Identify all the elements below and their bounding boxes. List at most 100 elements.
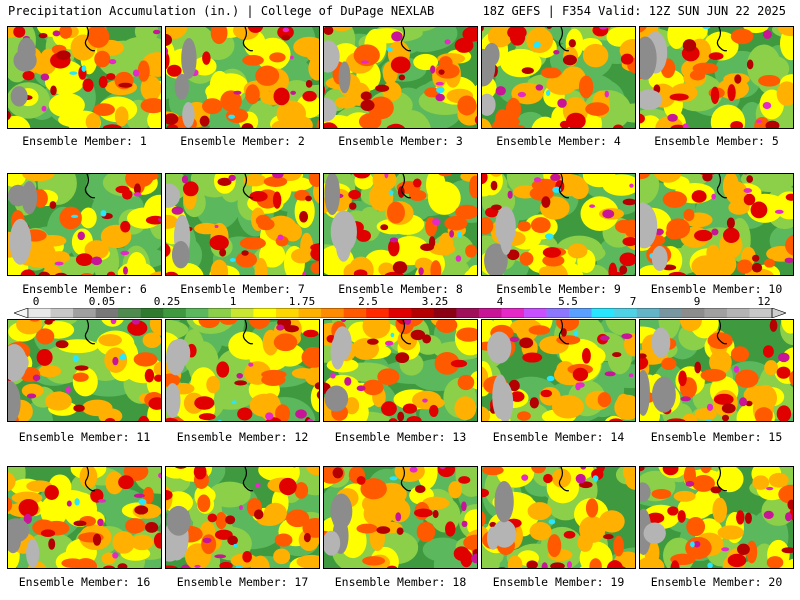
precip-contour (563, 530, 576, 539)
precip-contour (166, 27, 188, 39)
colorbar-swatch (118, 308, 142, 318)
dry-area (166, 383, 181, 418)
precip-contour (526, 560, 538, 568)
precip-contour (166, 33, 173, 46)
lake-outline (242, 320, 254, 345)
precip-contour (344, 376, 352, 386)
precip-contour (691, 190, 707, 203)
precip-contour (582, 174, 616, 188)
precip-contour (598, 27, 608, 30)
precip-contour (125, 518, 146, 534)
ensemble-member-caption: Ensemble Member: 13 (334, 430, 467, 444)
precip-contour (257, 218, 275, 231)
precip-contour (533, 177, 542, 183)
precip-contour (340, 320, 347, 323)
precip-contour (100, 210, 107, 217)
ensemble-member-map (165, 319, 320, 422)
dry-area (494, 481, 514, 523)
precip-contour (531, 116, 559, 128)
precip-contour (49, 201, 57, 209)
precip-contour (388, 238, 400, 257)
precip-contour (482, 510, 486, 527)
precip-contour (127, 320, 148, 336)
colorbar-tick-label: 12 (757, 295, 771, 308)
precip-contour (131, 320, 140, 325)
precip-contour (726, 181, 748, 205)
precip-contour (508, 379, 520, 392)
precip-contour (695, 265, 719, 275)
precip-contour (482, 174, 488, 185)
precip-contour (751, 263, 763, 273)
precip-contour (762, 29, 772, 39)
precip-contour (577, 533, 593, 552)
precip-contour (8, 115, 31, 128)
precip-contour (609, 418, 623, 421)
precip-contour (430, 65, 436, 74)
precip-contour (144, 368, 155, 383)
precip-contour (44, 320, 53, 325)
precip-contour (8, 472, 16, 492)
precip-contour (149, 271, 161, 275)
precip-contour (362, 379, 384, 396)
precip-contour (550, 562, 565, 568)
precip-contour (249, 191, 268, 202)
precip-contour (667, 113, 678, 122)
dry-area (166, 505, 191, 536)
precip-contour (22, 174, 55, 182)
precip-contour (122, 189, 133, 200)
precip-contour (745, 512, 752, 524)
precip-contour (535, 84, 544, 91)
precip-contour (330, 372, 336, 379)
precip-contour (122, 266, 128, 275)
precip-contour (248, 320, 271, 330)
dry-area (333, 326, 352, 361)
precip-contour (237, 407, 253, 421)
precip-contour (468, 175, 477, 199)
precip-contour (544, 233, 554, 240)
precip-contour (721, 547, 730, 552)
precip-contour (541, 562, 548, 568)
precip-contour (133, 192, 142, 197)
lake-outline (242, 174, 254, 199)
ensemble-member-map (481, 173, 636, 276)
lake-outline (716, 467, 728, 492)
precip-contour (69, 71, 78, 75)
lake-outline (558, 320, 570, 345)
precip-contour (739, 397, 748, 407)
precip-contour (435, 63, 460, 79)
ensemble-member-caption: Ensemble Member: 15 (650, 430, 783, 444)
precip-contour (768, 472, 789, 488)
precip-contour (438, 174, 453, 177)
precip-contour (490, 174, 502, 177)
precip-contour (153, 374, 161, 382)
precip-contour (389, 237, 399, 243)
lake-outline (84, 320, 96, 345)
dry-area (651, 245, 668, 271)
precip-contour (708, 52, 724, 60)
precip-contour (18, 498, 39, 517)
precip-contour (733, 365, 740, 373)
dry-area (338, 61, 351, 94)
precip-contour (241, 250, 249, 256)
dry-area (324, 97, 337, 122)
precip-contour (640, 556, 665, 568)
ensemble-member-caption: Ensemble Member: 2 (180, 134, 305, 148)
ensemble-member-map (481, 319, 636, 422)
precip-contour (84, 240, 109, 260)
precip-contour (97, 518, 104, 527)
ensemble-member-caption: Ensemble Member: 16 (18, 575, 151, 589)
colorbar-swatch (276, 308, 299, 318)
precip-contour (142, 332, 161, 348)
precip-contour (455, 255, 462, 262)
precip-contour (778, 352, 790, 363)
precip-contour (713, 393, 734, 405)
ensemble-member-map (639, 319, 794, 422)
precip-contour (324, 85, 325, 95)
dry-area (324, 530, 341, 556)
precip-contour (774, 209, 784, 214)
precip-contour (197, 494, 211, 513)
precip-contour (207, 513, 218, 523)
precip-contour (746, 59, 754, 70)
precip-field (324, 467, 477, 568)
precip-contour (20, 269, 36, 275)
